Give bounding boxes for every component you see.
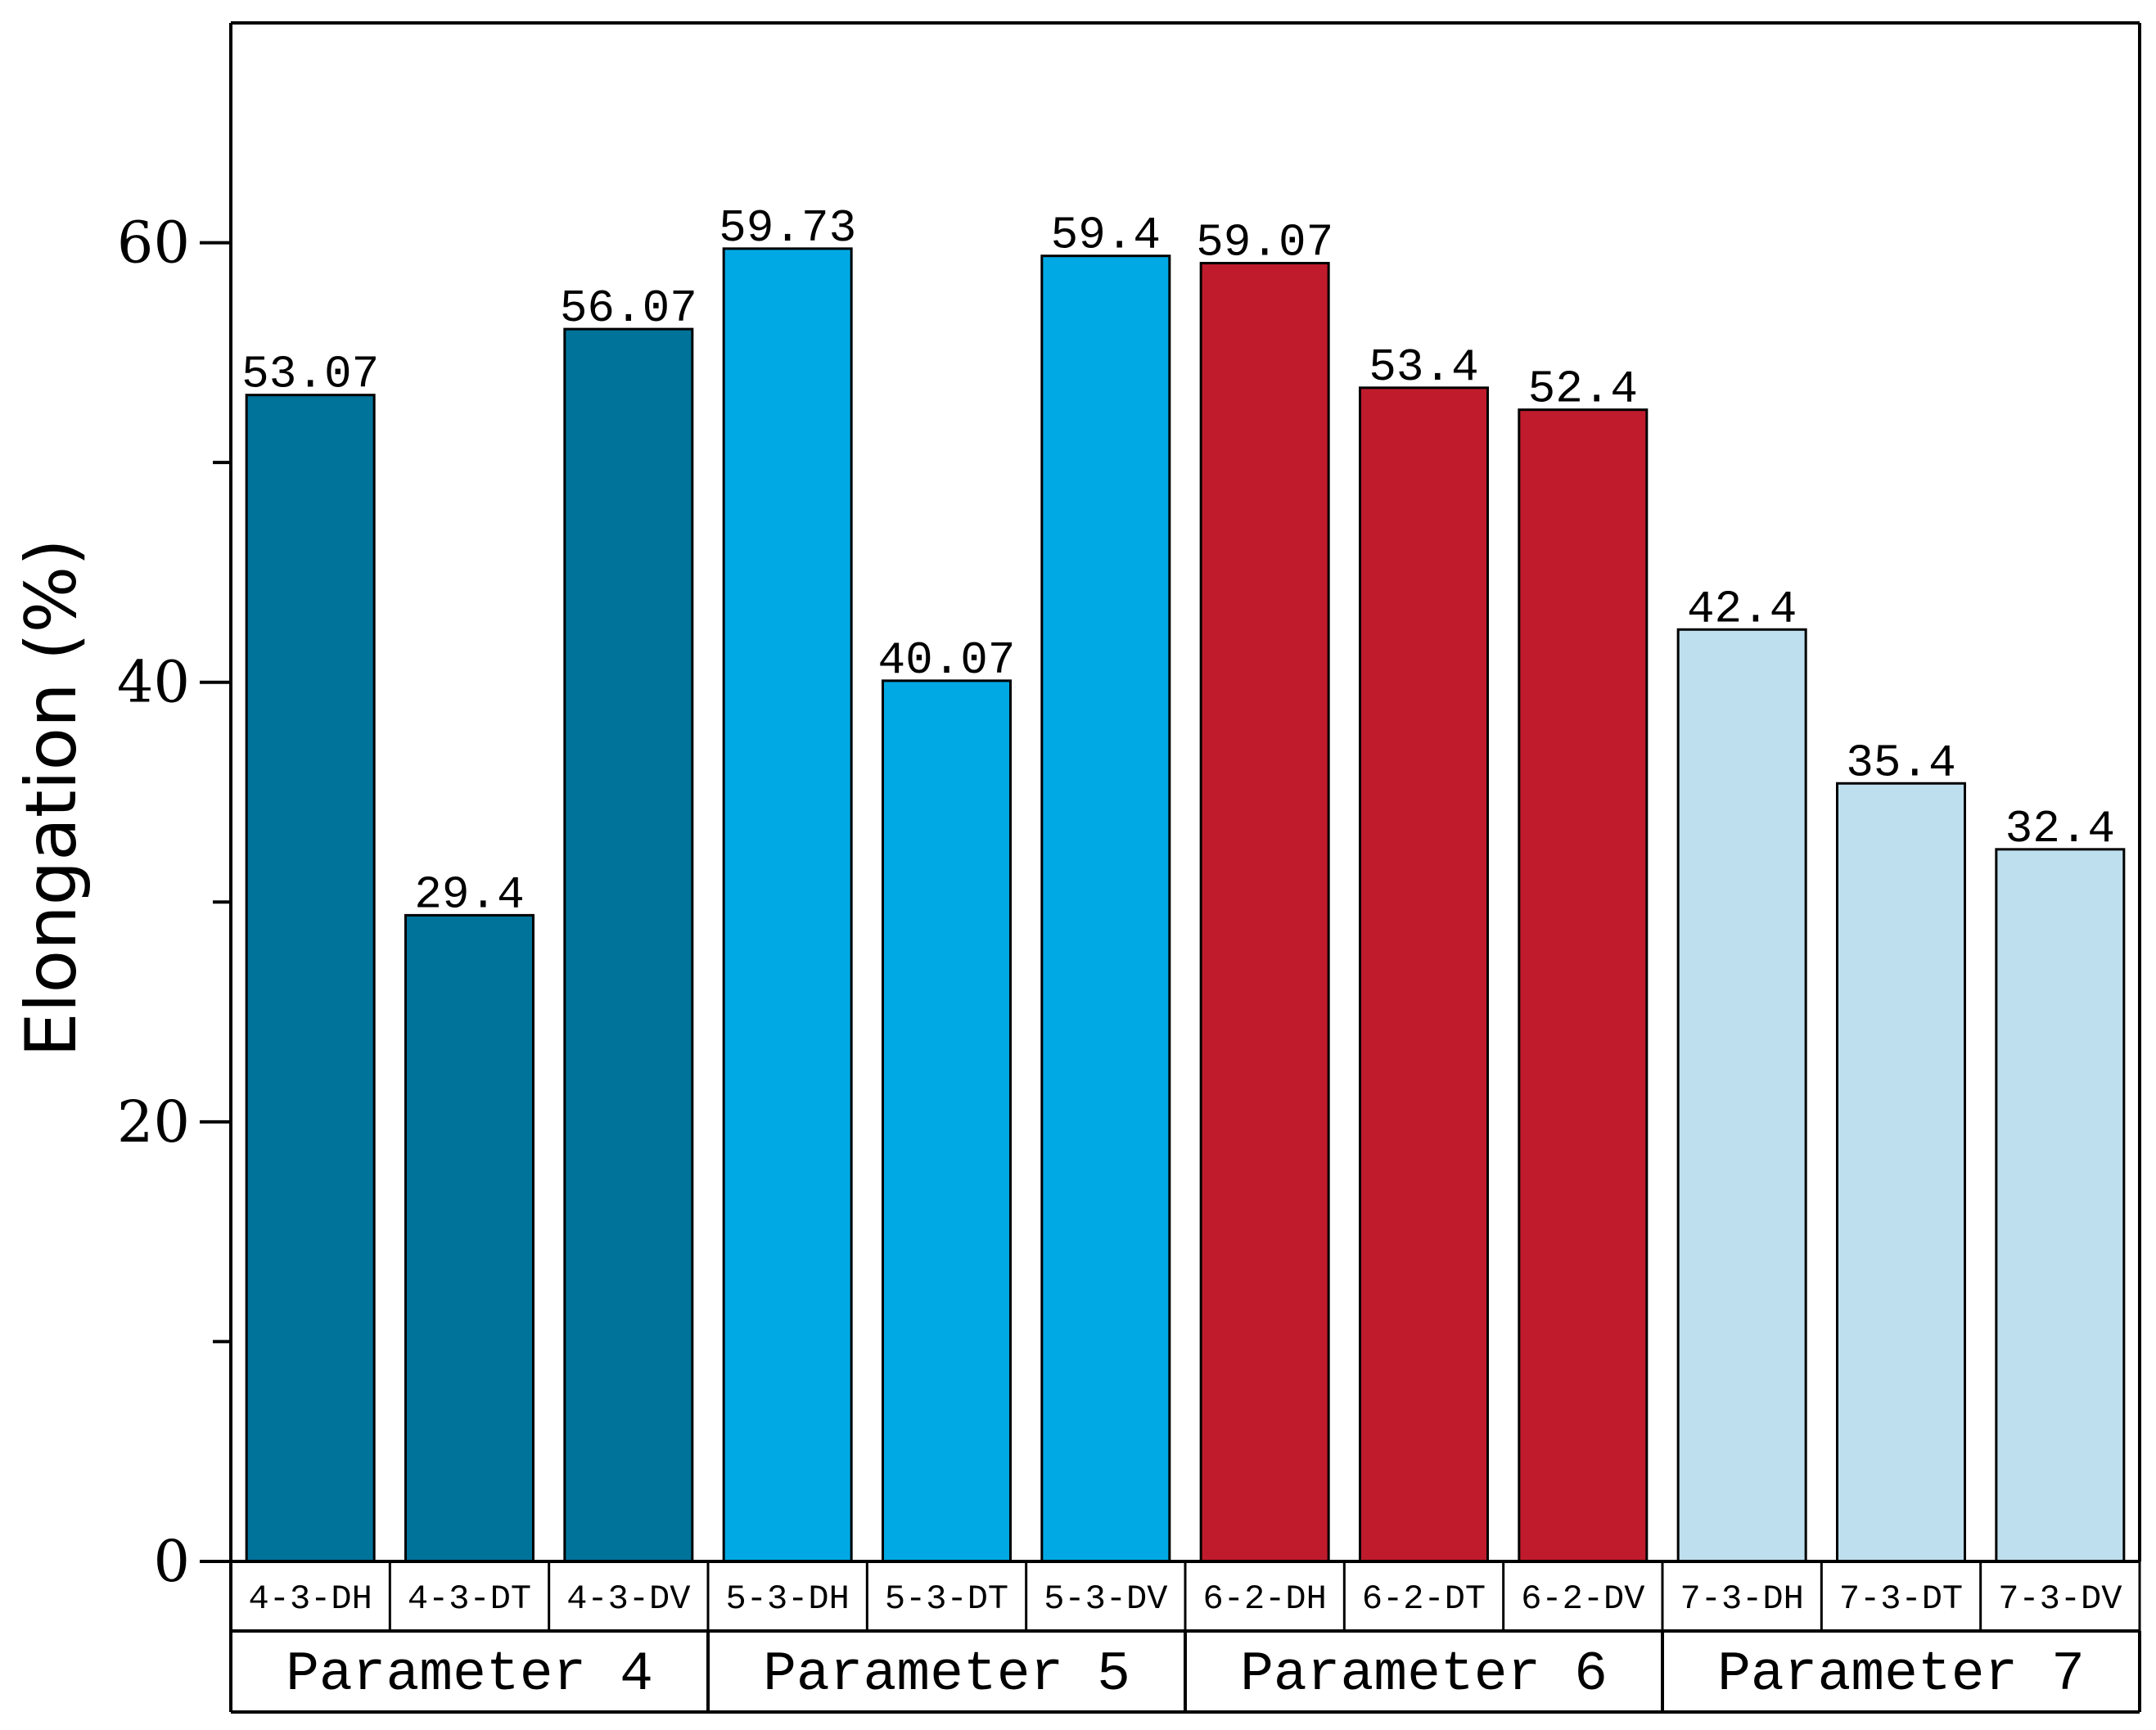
bar-7-3-dv xyxy=(1995,848,2126,1563)
y-axis-label: Elongation (%) xyxy=(11,538,92,1057)
group-label-parameter-7: Parameter 7 xyxy=(1717,1643,2085,1706)
category-table: 4-3-DH 4-3-DT 4-3-DV 5-3-DH 5-3-DT 5-3-DV 6-2-… xyxy=(231,1560,2141,1714)
bar-6-2-dt xyxy=(1359,386,1489,1563)
y-tick-label: 60 xyxy=(117,209,190,277)
value-label-5-3-dv: 59.4 xyxy=(1051,209,1161,262)
value-label-4-3-dv: 56.07 xyxy=(560,282,697,335)
value-label-5-3-dh: 59.73 xyxy=(719,202,856,255)
value-label-6-2-dt: 53.4 xyxy=(1369,341,1478,394)
bar-5-3-dt xyxy=(882,679,1012,1563)
category-label-5-3-dt: 5-3-DT xyxy=(885,1579,1008,1619)
value-label-6-2-dv: 52.4 xyxy=(1528,363,1638,416)
category-label-6-2-dt: 6-2-DT xyxy=(1362,1579,1486,1619)
bar-7-3-dh xyxy=(1676,628,1807,1563)
value-label-6-2-dh: 59.07 xyxy=(1196,217,1333,269)
category-label-7-3-dt: 7-3-DT xyxy=(1839,1579,1963,1619)
value-label-7-3-dt: 35.4 xyxy=(1846,737,1955,789)
value-label-4-3-dt: 29.4 xyxy=(414,868,524,921)
category-label-4-3-dv: 4-3-DV xyxy=(566,1579,690,1619)
category-label-5-3-dh: 5-3-DH xyxy=(726,1579,850,1619)
bar-6-2-dh xyxy=(1199,262,1330,1563)
category-label-6-2-dh: 6-2-DH xyxy=(1203,1579,1327,1619)
bar-4-3-dt xyxy=(404,913,534,1563)
value-label-7-3-dh: 42.4 xyxy=(1687,583,1797,635)
category-label-4-3-dt: 4-3-DT xyxy=(408,1579,531,1619)
bar-5-3-dh xyxy=(722,247,853,1563)
group-label-parameter-4: Parameter 4 xyxy=(286,1643,653,1706)
group-label-parameter-6: Parameter 6 xyxy=(1240,1643,1608,1706)
category-label-5-3-dv: 5-3-DV xyxy=(1044,1579,1167,1619)
category-label-6-2-dv: 6-2-DV xyxy=(1521,1579,1644,1619)
value-labels-layer: 53.07 29.4 56.07 59.73 40.07 59.4 59.07 53.4 52.… xyxy=(241,202,2115,921)
category-label-7-3-dh: 7-3-DH xyxy=(1680,1579,1804,1619)
y-tick-label: 20 xyxy=(117,1088,190,1156)
y-tick-label: 40 xyxy=(117,649,190,716)
category-label-4-3-dh: 4-3-DH xyxy=(249,1579,372,1619)
bar-4-3-dv xyxy=(563,327,694,1563)
bar-6-2-dv xyxy=(1518,408,1649,1563)
value-label-4-3-dh: 53.07 xyxy=(241,349,379,401)
bar-7-3-dt xyxy=(1836,782,1966,1563)
bars-layer xyxy=(245,247,2126,1563)
value-label-5-3-dt: 40.07 xyxy=(877,634,1015,687)
bar-4-3-dh xyxy=(245,394,376,1563)
category-label-7-3-dv: 7-3-DV xyxy=(1998,1579,2122,1619)
value-label-7-3-dv: 32.4 xyxy=(2005,803,2115,855)
axes-layer: 0 20 40 60 xyxy=(117,21,2141,1712)
y-tick-label: 0 xyxy=(153,1528,190,1595)
bar-5-3-dv xyxy=(1040,255,1171,1563)
group-label-parameter-5: Parameter 5 xyxy=(763,1643,1130,1706)
